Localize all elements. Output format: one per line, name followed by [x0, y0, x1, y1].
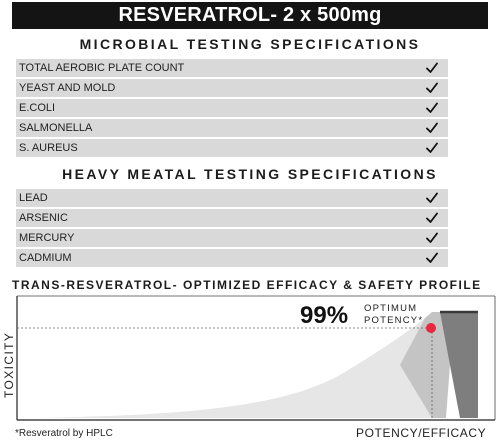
area-light	[38, 318, 432, 418]
checkmark-icon	[426, 192, 438, 203]
checkmark-icon	[426, 102, 438, 113]
microbial-row: SALMONELLA	[16, 119, 448, 137]
checkmark-icon	[426, 212, 438, 223]
heavy-metal-row: MERCURY	[16, 229, 448, 247]
heavy-metal-row: LEAD	[16, 189, 448, 207]
heavy-metal-row-label: MERCURY	[19, 232, 75, 244]
checkmark-icon	[426, 142, 438, 153]
y-axis-label: TOXICITY	[2, 332, 16, 398]
checkmark-icon	[426, 82, 438, 93]
microbial-section-title: MICROBIAL TESTING SPECIFICATIONS	[79, 36, 421, 52]
highlight-label-line2: POTENCY*	[364, 315, 423, 326]
microbial-table: TOTAL AEROBIC PLATE COUNT YEAST AND MOLD E…	[16, 59, 448, 159]
microbial-row-label: TOTAL AEROBIC PLATE COUNT	[19, 62, 185, 74]
heavy-metal-row-label: CADMIUM	[19, 252, 72, 264]
product-title: RESVERATROL- 2 x 500mg	[118, 4, 382, 26]
heavy-metal-row: ARSENIC	[16, 209, 448, 227]
microbial-row-label: S. AUREUS	[19, 142, 78, 154]
footnote: *Resveratrol by HPLC	[15, 428, 113, 439]
heavy-metal-row: CADMIUM	[16, 249, 448, 267]
microbial-row-label: SALMONELLA	[19, 122, 93, 134]
checkmark-icon	[426, 62, 438, 73]
chart-title: TRANS-RESVERATROL- OPTIMIZED EFFICACY & …	[12, 278, 482, 292]
microbial-row: TOTAL AEROBIC PLATE COUNT	[16, 59, 448, 77]
highlight-label-line1: OPTIMUM	[364, 303, 417, 314]
heavy-metal-section-title: HEAVY MEATAL TESTING SPECIFICATIONS	[62, 166, 438, 182]
checkmark-icon	[426, 232, 438, 243]
checkmark-icon	[426, 252, 438, 263]
highlight-value: 99%	[300, 302, 348, 329]
checkmark-icon	[426, 122, 438, 133]
microbial-row: E.COLI	[16, 99, 448, 117]
microbial-row: S. AUREUS	[16, 139, 448, 157]
microbial-row-label: E.COLI	[19, 102, 56, 114]
heavy-metal-table: LEAD ARSENIC MERCURY CADMIUM	[16, 189, 448, 269]
heavy-metal-row-label: LEAD	[19, 192, 48, 204]
area-dark	[440, 312, 478, 418]
product-banner: RESVERATROL- 2 x 500mg	[12, 2, 488, 29]
heavy-metal-row-label: ARSENIC	[19, 212, 68, 224]
area-mid	[400, 312, 454, 418]
microbial-row-label: YEAST AND MOLD	[19, 82, 116, 94]
optimum-potency-marker	[426, 323, 436, 333]
microbial-row: YEAST AND MOLD	[16, 79, 448, 97]
x-axis-label: POTENCY/EFFICACY	[356, 426, 486, 440]
